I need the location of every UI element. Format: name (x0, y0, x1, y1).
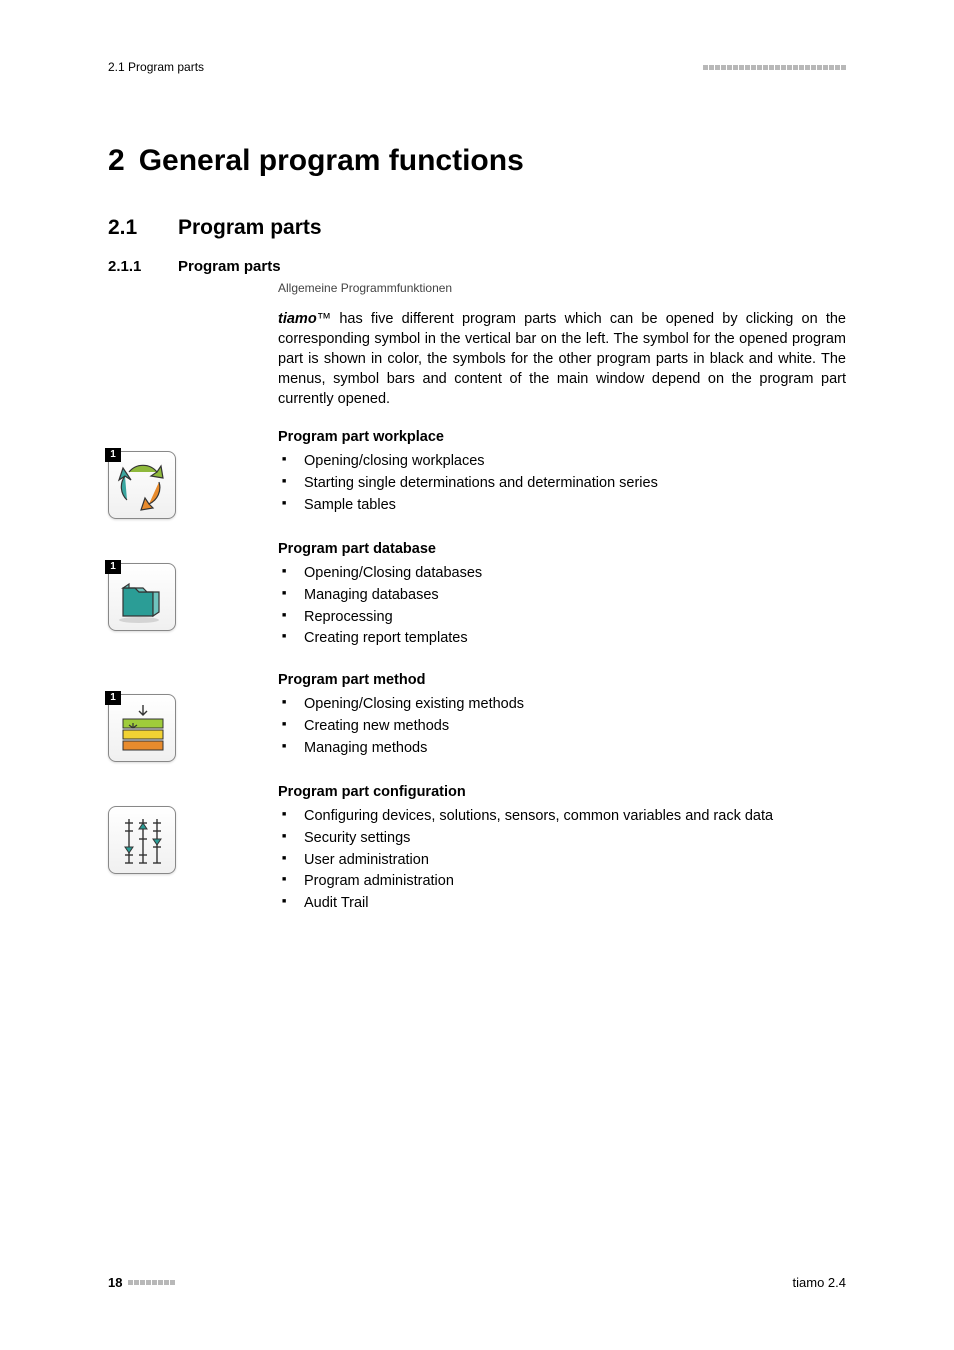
section-title-text: Program parts (178, 216, 322, 240)
section-heading: 2.1 Program parts (108, 216, 846, 240)
bullet-item: Security settings (296, 828, 846, 850)
program-part-content: Program part configuration Configuring de… (278, 784, 846, 915)
bullet-item: Starting single determinations and deter… (296, 473, 846, 495)
workplace-icon: 1 (108, 451, 176, 519)
configuration-icon (108, 806, 176, 874)
program-part-heading: Program part workplace (278, 429, 846, 445)
program-part-block: 1 Program part method Opening/Closing exis… (108, 672, 846, 762)
bullet-item: Managing databases (296, 585, 846, 607)
chapter-title-text: General program functions (139, 144, 524, 177)
chapter-title: 2 General program functions (108, 144, 846, 178)
program-part-heading: Program part database (278, 541, 846, 557)
subsection-title-text: Program parts (178, 258, 281, 275)
bullet-item: User administration (296, 850, 846, 872)
header-squares (703, 65, 846, 70)
program-part-block: 1 Program part workplace Opening/closing w… (108, 429, 846, 519)
program-part-content: Program part workplace Opening/closing wo… (278, 429, 846, 516)
bullet-item: Configuring devices, solutions, sensors,… (296, 806, 846, 828)
intro-tm: ™ (317, 311, 332, 327)
program-part-bullets: Configuring devices, solutions, sensors,… (278, 806, 846, 915)
program-part-block: Program part configuration Configuring de… (108, 784, 846, 915)
method-icon: 1 (108, 694, 176, 762)
program-part-heading: Program part method (278, 672, 846, 688)
database-icon: 1 (108, 563, 176, 631)
program-part-content: Program part database Opening/Closing dat… (278, 541, 846, 650)
bullet-item: Creating new methods (296, 716, 846, 738)
bullet-item: Sample tables (296, 495, 846, 517)
chapter-number: 2 (108, 144, 125, 177)
program-part-bullets: Opening/closing workplacesStarting singl… (278, 451, 846, 516)
program-part-heading: Program part configuration (278, 784, 846, 800)
bullet-item: Reprocessing (296, 607, 846, 629)
bullet-item: Audit Trail (296, 893, 846, 915)
page-number: 18 (108, 1275, 122, 1290)
subsection-heading: 2.1.1 Program parts (108, 258, 846, 275)
footer-left: 18 (108, 1275, 175, 1290)
page-footer: 18 tiamo 2.4 (108, 1275, 846, 1290)
header-section-label: 2.1 Program parts (108, 60, 204, 74)
program-part-icon-col: 1 (108, 429, 278, 519)
subsection-subtitle: Allgemeine Programmfunktionen (278, 281, 846, 295)
program-part-content: Program part method Opening/Closing exist… (278, 672, 846, 759)
section-number: 2.1 (108, 216, 178, 240)
bullet-item: Opening/closing workplaces (296, 451, 846, 473)
bullet-item: Managing methods (296, 738, 846, 760)
program-part-block: 1 Program part database Opening/Closing da… (108, 541, 846, 650)
bullet-item: Opening/Closing existing methods (296, 694, 846, 716)
bullet-item: Opening/Closing databases (296, 563, 846, 585)
bullet-item: Program administration (296, 871, 846, 893)
intro-rest: has five different program parts which c… (278, 311, 846, 407)
footer-squares (128, 1280, 175, 1285)
page-header: 2.1 Program parts (108, 60, 846, 74)
program-part-icon-col: 1 (108, 541, 278, 631)
icon-badge: 1 (105, 448, 121, 462)
program-part-bullets: Opening/Closing existing methodsCreating… (278, 694, 846, 759)
program-part-bullets: Opening/Closing databasesManaging databa… (278, 563, 846, 650)
bullet-item: Creating report templates (296, 628, 846, 650)
icon-badge: 1 (105, 691, 121, 705)
intro-bold: tiamo (278, 311, 317, 327)
intro-paragraph: tiamo™ has five different program parts … (278, 309, 846, 409)
footer-right: tiamo 2.4 (793, 1275, 846, 1290)
subsection-number: 2.1.1 (108, 258, 178, 275)
program-part-icon-col: 1 (108, 672, 278, 762)
icon-badge: 1 (105, 560, 121, 574)
program-part-icon-col (108, 784, 278, 874)
